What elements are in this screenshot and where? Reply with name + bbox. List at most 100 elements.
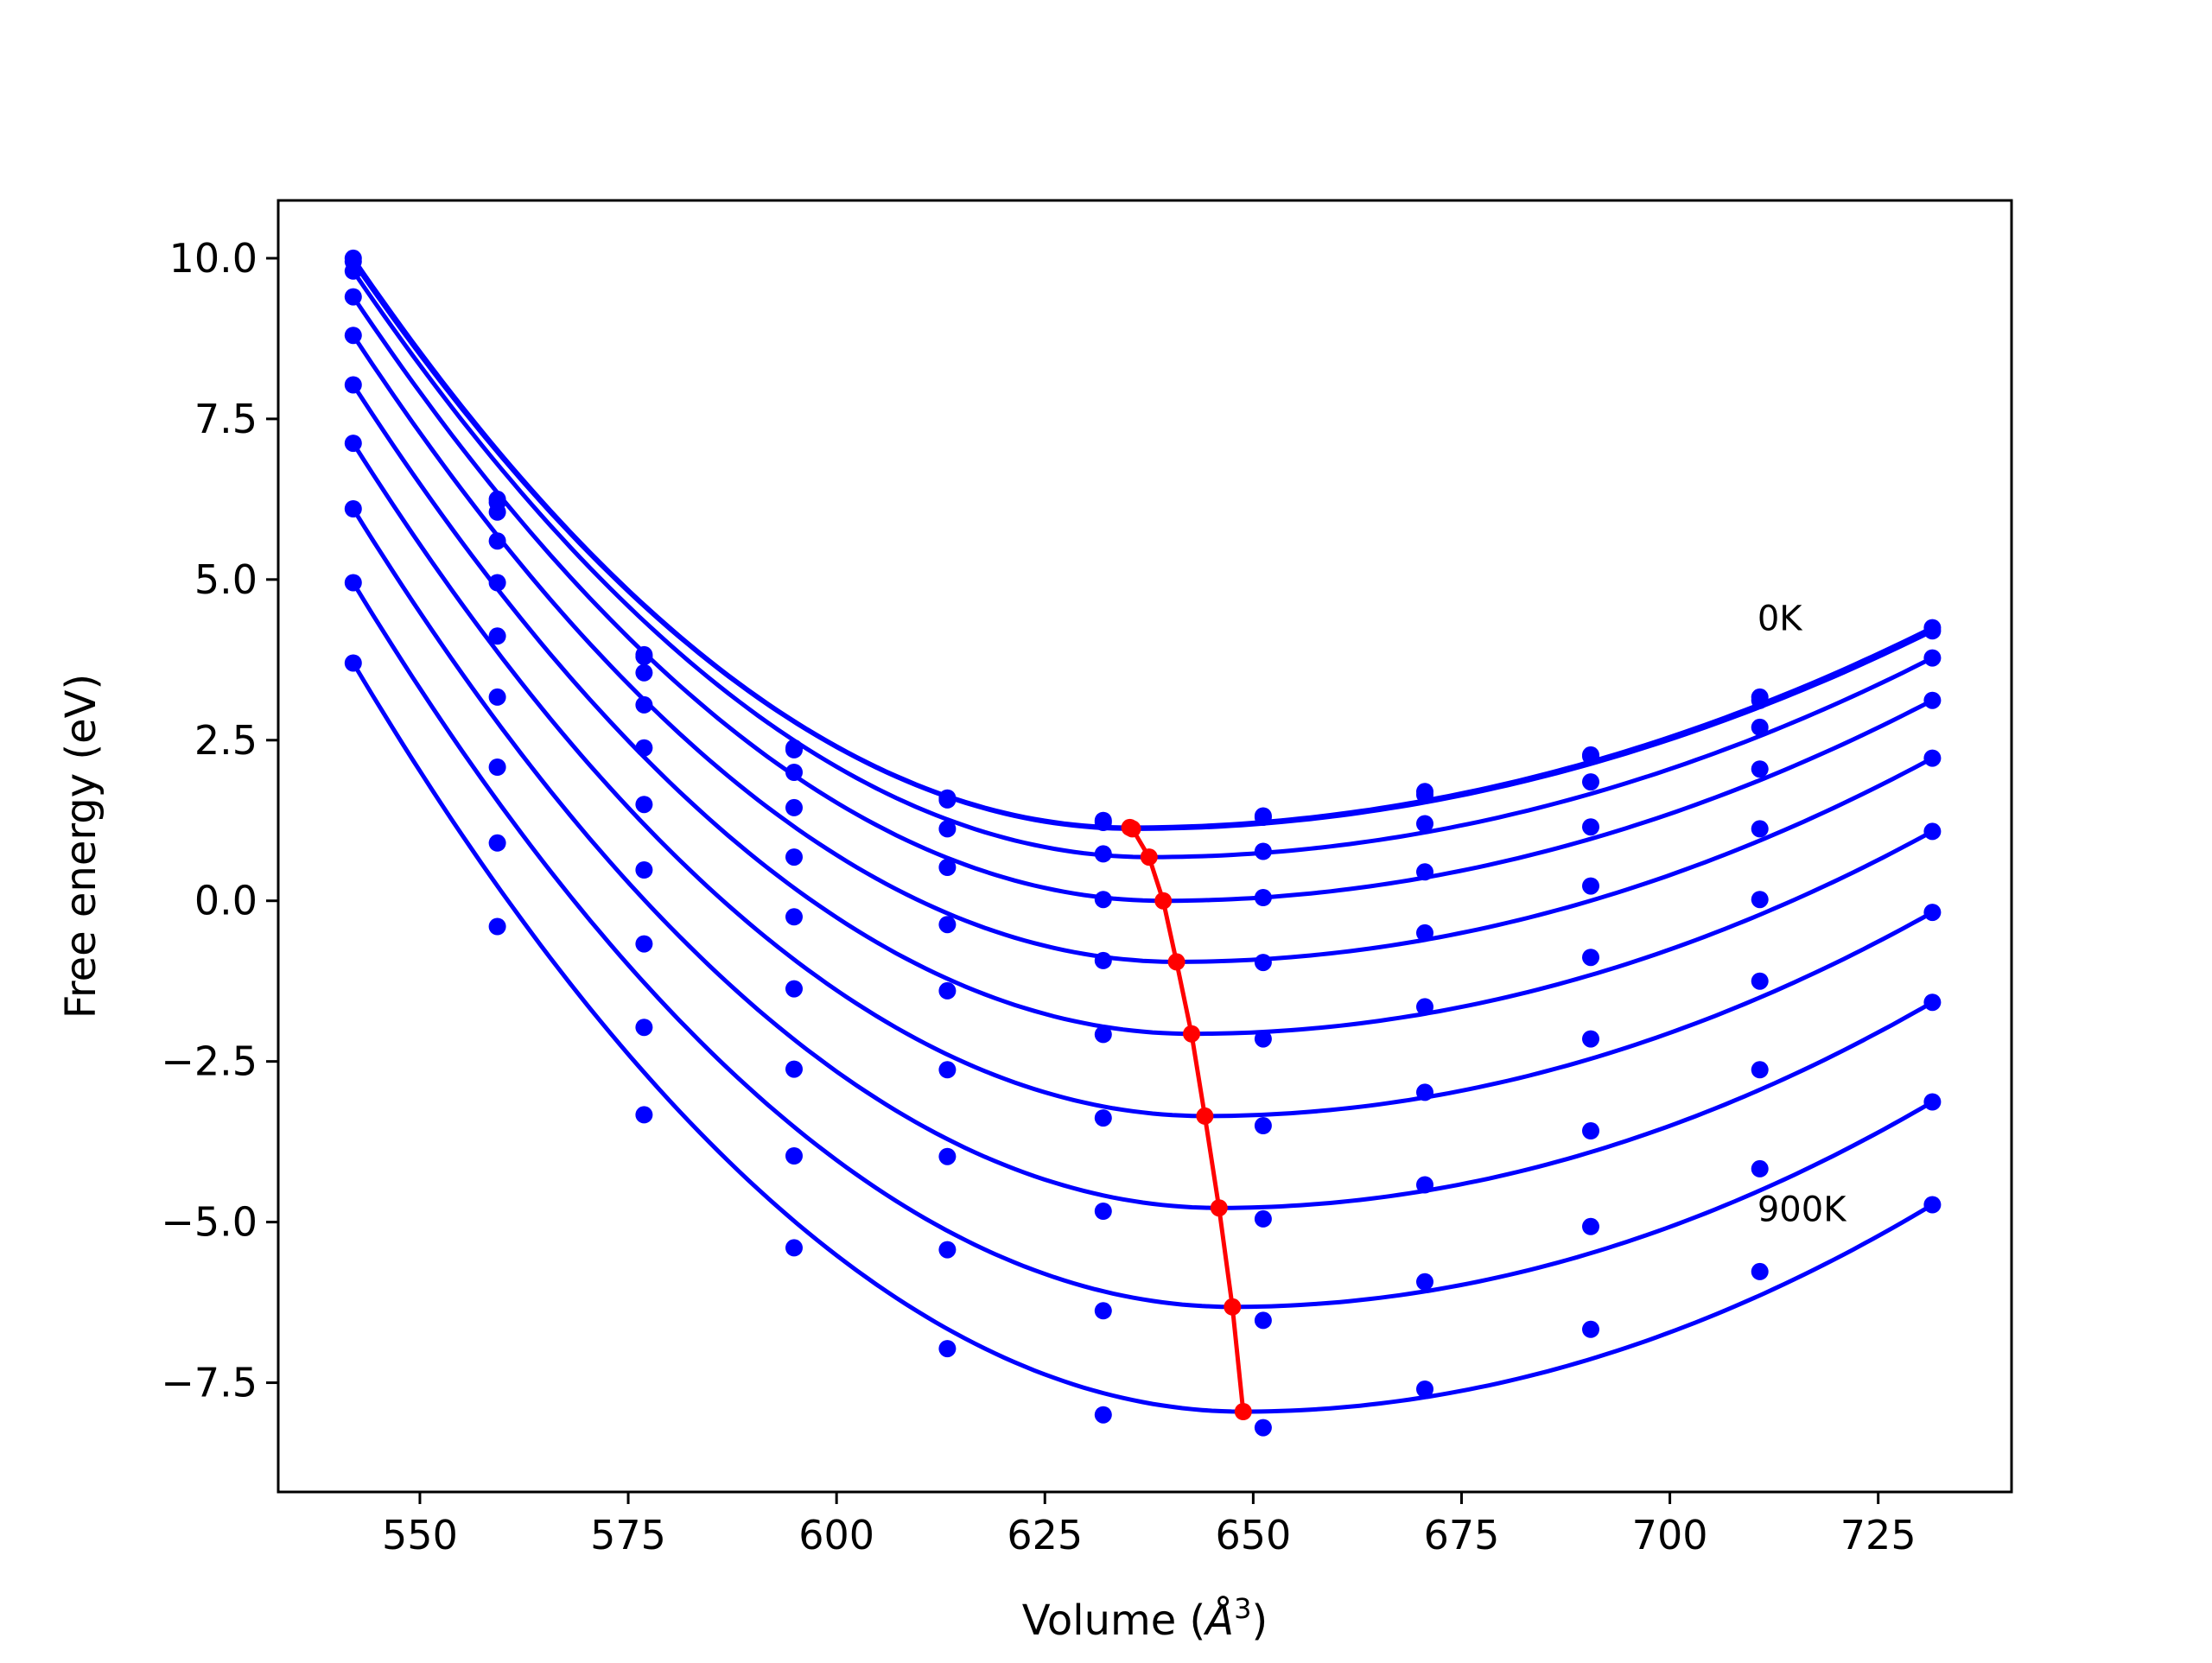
data-point [1416,1083,1433,1101]
data-point [635,648,653,666]
data-point [1416,1273,1433,1291]
data-point [344,262,362,280]
annotations: 0K 900K [1758,599,1847,1229]
y-axis-label: Free energy (eV) [57,674,105,1019]
x-tick-label: 600 [798,1512,874,1558]
data-point [1094,1109,1112,1127]
data-point [1254,1209,1272,1228]
data-point [1416,815,1433,833]
data-point [938,916,957,934]
data-point [938,790,957,809]
plot-frame [276,199,2013,1494]
data-point [1582,877,1599,895]
data-point [635,1106,653,1124]
minimum-point [1196,1107,1214,1125]
data-point [785,1147,803,1165]
y-tick-label: −5.0 [161,1199,257,1246]
data-point [1751,1262,1769,1280]
x-tick-label: 725 [1840,1512,1916,1558]
data-point [785,908,803,926]
data-point [1751,1061,1769,1079]
minima-line [1121,818,1252,1420]
data-point [488,759,506,776]
y-tick-label: 10.0 [169,235,257,282]
data-point [1094,814,1112,831]
y-tick-label: 2.5 [194,717,257,764]
data-point [344,574,362,592]
fit-curve-4 [351,333,1934,964]
x-tick-label: 625 [1007,1512,1083,1558]
data-point [1751,1159,1769,1177]
data-point [1751,972,1769,990]
data-point [1582,1320,1599,1338]
data-point [1094,1406,1112,1424]
data-point [1582,747,1599,765]
minima-path [1128,825,1246,1412]
data-point [785,1060,803,1078]
fit-curve-5 [351,384,1934,1037]
data-point [1923,622,1942,640]
minimum-point [1183,1025,1200,1043]
data-point [344,376,362,394]
data-point [1582,1217,1599,1235]
data-point [1094,845,1112,863]
data-point [938,1147,957,1165]
data-point [1254,1419,1272,1437]
data-point [1751,718,1769,736]
minimum-point [1224,1298,1242,1316]
data-points [344,249,1942,1437]
data-point [488,532,506,550]
data-point [785,798,803,816]
data-point [785,740,803,759]
data-point [1254,809,1272,826]
data-point [1254,1117,1272,1134]
minimum-point [1234,1403,1252,1420]
data-point [1923,691,1942,709]
data-point [635,1019,653,1037]
data-point [785,980,803,998]
data-point [488,627,506,645]
data-point [1923,649,1942,667]
data-point [488,503,506,521]
data-point [488,688,506,706]
data-point [1751,760,1769,778]
data-point [1923,993,1942,1012]
data-point [1923,904,1942,922]
data-point [1582,818,1599,836]
data-point [938,1241,957,1259]
y-tick-label: −2.5 [161,1038,257,1085]
y-tick-label: −7.5 [161,1360,257,1406]
data-point [1923,822,1942,841]
data-point [938,820,957,838]
data-point [1416,1381,1433,1398]
data-point [1416,1176,1433,1194]
data-point [1751,820,1769,838]
minimum-point [1154,892,1173,910]
minimum-point [1167,953,1185,971]
y-tick-label: 7.5 [194,396,257,442]
data-point [1923,1196,1942,1214]
data-point [1254,954,1272,972]
fit-curve-7 [351,507,1934,1210]
data-point [344,654,362,672]
data-point [1094,1203,1112,1220]
data-point [1254,842,1272,860]
data-point [344,288,362,306]
data-point [1923,749,1942,767]
x-tick-label: 550 [382,1512,458,1558]
data-point [1582,949,1599,967]
fit-curve-8 [351,581,1934,1310]
data-point [938,1340,957,1358]
data-point [635,935,653,953]
y-tick-label: 5.0 [194,556,257,603]
data-point [938,981,957,1000]
data-point [1094,1025,1112,1044]
data-point [344,500,362,517]
data-point [1582,773,1599,791]
data-point [344,327,362,345]
fit-curve-6 [351,441,1934,1119]
x-tick-label: 575 [590,1512,666,1558]
data-point [1254,889,1272,906]
data-point [1582,1030,1599,1048]
